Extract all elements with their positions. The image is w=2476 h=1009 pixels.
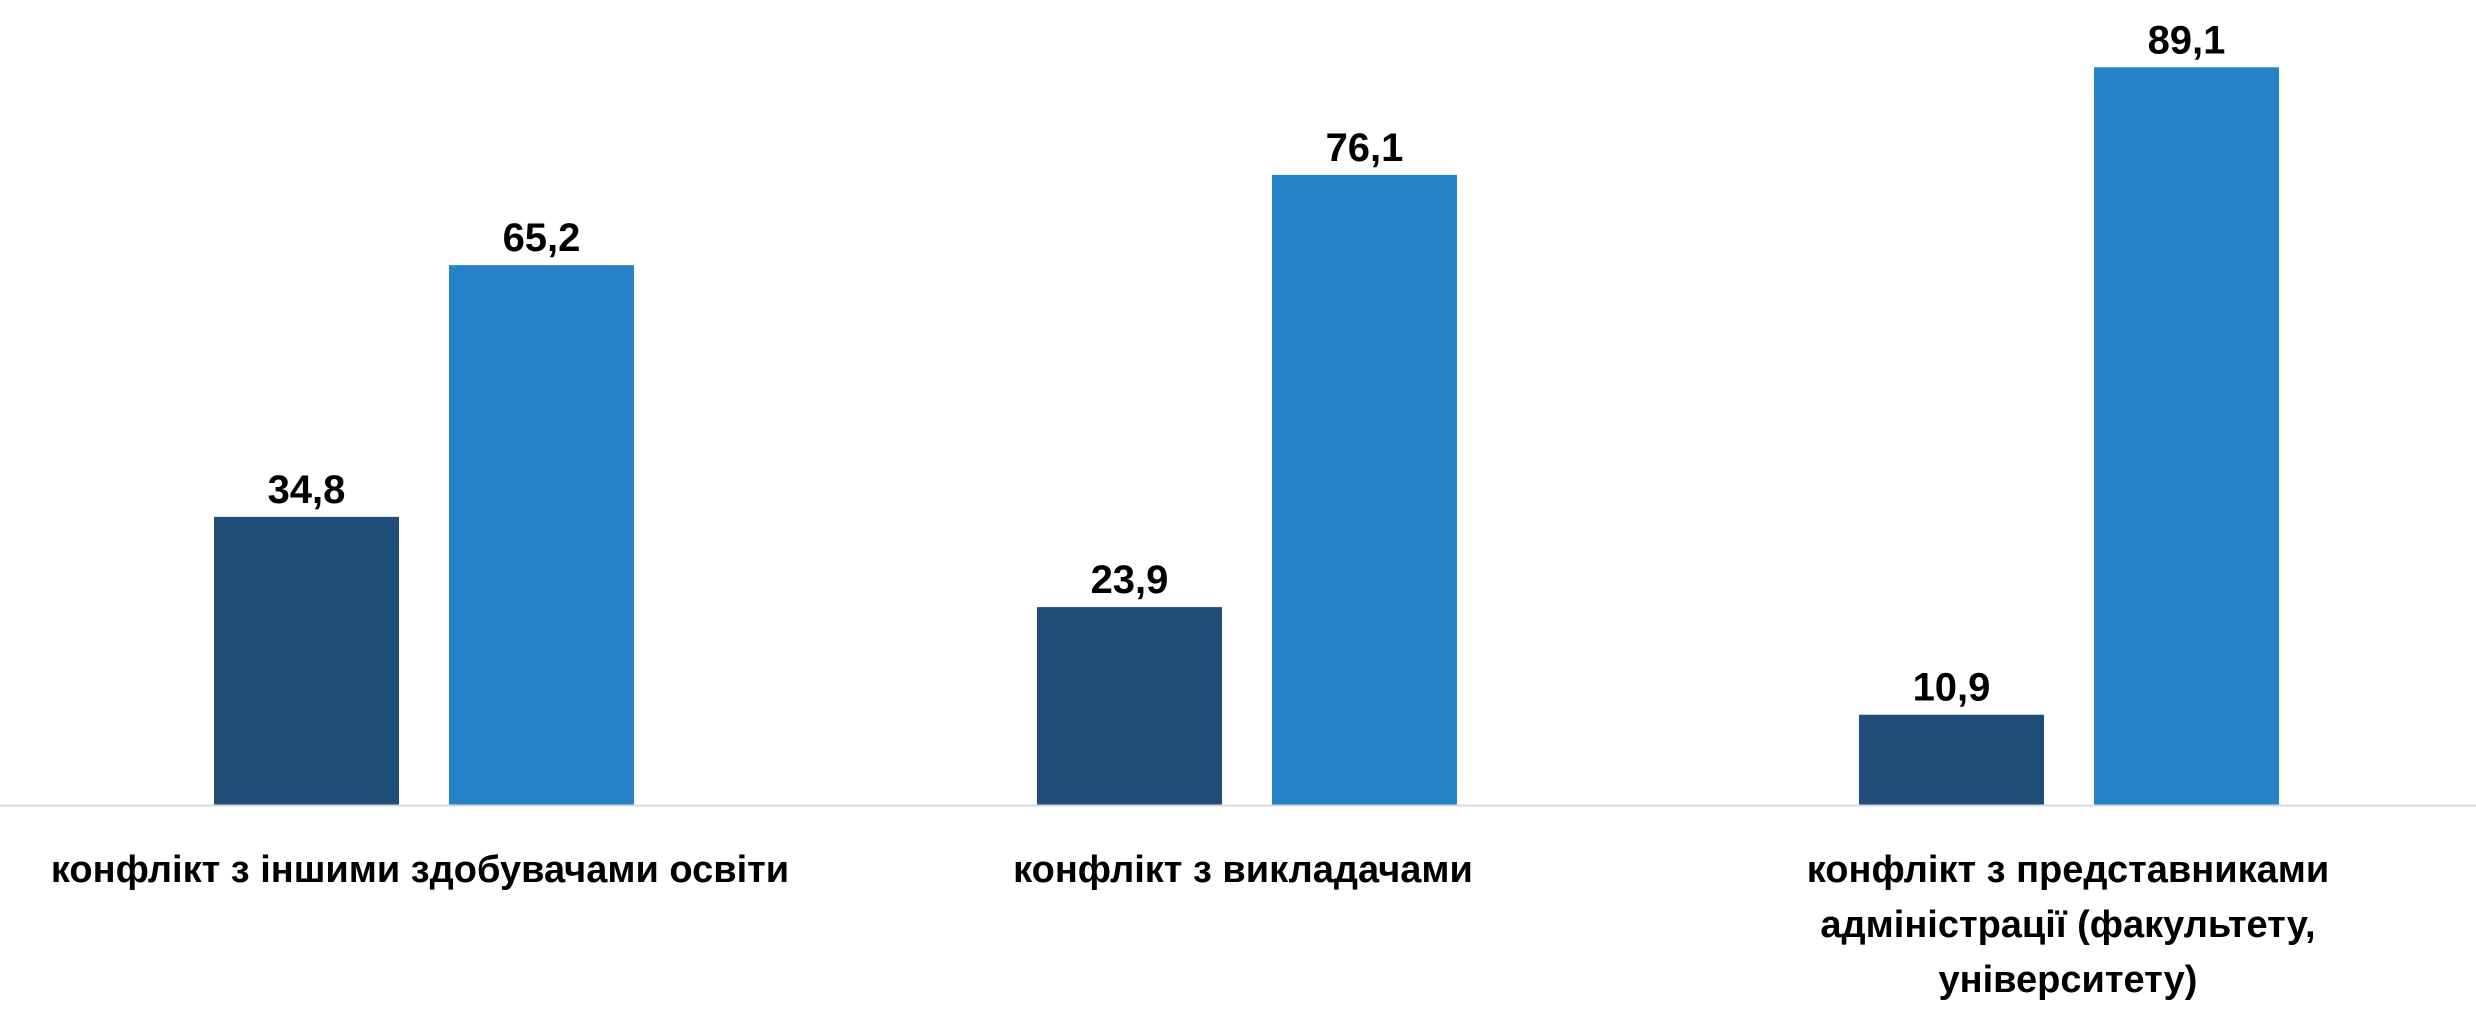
category-label-1: конфлікт з іншими здобувачами освіти [51,849,789,891]
bars-group [214,67,2279,806]
bar-2-1 [449,265,634,805]
bar-1-3 [1859,714,2044,805]
category-label-line: конфлікт з представниками [1807,849,2329,891]
category-label-2: конфлікт з викладачами [1013,849,1473,891]
bar-2-2 [1272,174,1457,806]
bar-1-1 [214,516,399,805]
category-label-line: конфлікт з іншими здобувачами освіти [51,849,789,891]
category-labels-group: конфлікт з іншими здобувачами освіти конф… [51,849,2329,1001]
data-labels-group: 34,8 65,2 23,9 76,1 10,9 89,1 [268,18,2226,709]
data-label-2-2: 76,1 [1326,126,1404,170]
category-label-line: адміністрації (факультету, [1820,904,2315,946]
data-label-1-3: 10,9 [1913,666,1991,710]
data-label-2-1: 65,2 [503,216,581,260]
data-label-1-1: 34,8 [268,468,346,512]
category-label-line: конфлікт з викладачами [1013,849,1473,891]
data-label-1-2: 23,9 [1091,558,1169,602]
bar-1-2 [1037,607,1222,805]
data-label-2-3: 89,1 [2148,18,2226,62]
category-label-line: університету) [1939,959,2198,1001]
category-label-3: конфлікт з представниками адміністрації (… [1807,849,2329,1001]
bar-2-3 [2094,67,2279,805]
